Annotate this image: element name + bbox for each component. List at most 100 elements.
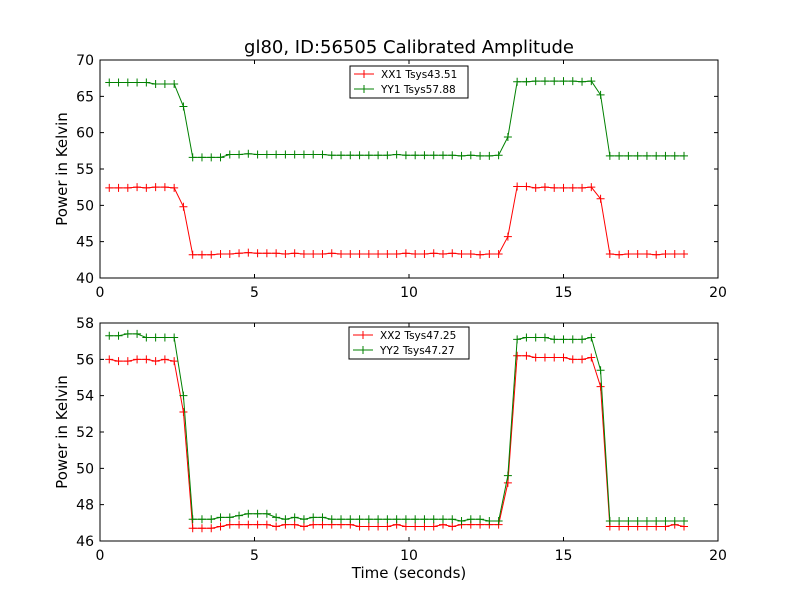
data-point-1-2-2 [114, 78, 123, 87]
y-tick-label-2-1: 46 [76, 534, 94, 550]
data-point-2-1-17 [253, 520, 262, 529]
data-point-2-1-23 [309, 520, 318, 529]
data-point-1-1-36 [429, 249, 438, 258]
data-point-1-1-62 [670, 250, 679, 259]
data-point-2-2-23 [309, 513, 318, 522]
data-point-1-1-46 [522, 182, 531, 191]
y-tick-label-1-2: 45 [76, 235, 94, 251]
data-point-1-1-35 [420, 250, 429, 259]
data-point-1-2-32 [392, 150, 401, 159]
data-point-2-2-30 [374, 515, 383, 524]
data-point-1-2-42 [485, 151, 494, 160]
data-point-1-2-6 [151, 79, 160, 88]
data-point-2-2-63 [680, 517, 689, 526]
data-point-1-2-45 [513, 77, 522, 86]
y-tick-label-1-3: 50 [76, 198, 94, 214]
data-point-2-2-1 [105, 331, 114, 340]
data-point-1-2-37 [438, 151, 447, 160]
data-point-1-1-55 [605, 250, 614, 259]
y-tick-label-1-6: 65 [76, 89, 94, 105]
data-point-2-2-46 [522, 333, 531, 342]
data-point-2-1-5 [142, 355, 151, 364]
data-point-1-1-45 [513, 182, 522, 191]
data-point-2-2-9 [179, 391, 188, 400]
data-point-2-2-20 [281, 515, 290, 524]
y-tick-label-1-5: 60 [76, 126, 94, 142]
data-point-2-1-48 [540, 353, 549, 362]
data-point-2-1-11 [197, 524, 206, 533]
data-point-2-1-10 [188, 524, 197, 533]
x-tick-label-1-4: 15 [555, 285, 573, 301]
y-tick-label-1-7: 70 [76, 53, 94, 69]
legend-2: XX2 Tsys47.25 YY2 Tsys47.27 [348, 326, 470, 360]
data-point-2-1-53 [587, 353, 596, 362]
data-point-1-2-16 [244, 149, 253, 158]
data-point-1-2-34 [411, 151, 420, 160]
data-point-1-1-53 [587, 183, 596, 192]
data-point-1-1-2 [114, 183, 123, 192]
data-point-1-1-49 [550, 183, 559, 192]
data-point-2-1-44 [503, 478, 512, 487]
data-point-2-2-36 [429, 515, 438, 524]
data-point-2-2-52 [578, 335, 587, 344]
data-point-1-1-5 [142, 183, 151, 192]
data-point-2-1-36 [429, 522, 438, 531]
y-tick-label-2-2: 48 [76, 498, 94, 514]
x-tick-label-2-5: 20 [709, 548, 727, 564]
data-point-2-2-59 [642, 517, 651, 526]
y-tick-label-2-4: 52 [76, 425, 94, 441]
y-tick-label-1-1: 40 [76, 271, 94, 287]
data-point-2-2-31 [383, 515, 392, 524]
data-point-1-2-11 [197, 153, 206, 162]
data-point-1-2-36 [429, 151, 438, 160]
data-point-1-1-13 [216, 250, 225, 259]
data-point-1-2-10 [188, 153, 197, 162]
data-point-2-2-56 [615, 517, 624, 526]
data-point-2-1-51 [568, 355, 577, 364]
data-point-1-2-60 [652, 151, 661, 160]
data-point-1-2-13 [216, 153, 225, 162]
data-point-1-2-24 [318, 150, 327, 159]
data-point-2-2-22 [299, 515, 308, 524]
data-point-2-2-47 [531, 333, 540, 342]
data-point-1-2-22 [299, 150, 308, 159]
data-point-1-1-57 [624, 250, 633, 259]
data-point-2-1-9 [179, 408, 188, 417]
data-point-1-2-25 [327, 151, 336, 160]
data-point-1-2-58 [633, 151, 642, 160]
x-tick-label-1-1: 0 [96, 285, 105, 301]
data-point-2-2-45 [513, 335, 522, 344]
data-point-1-2-41 [476, 151, 485, 160]
data-point-1-2-43 [494, 151, 503, 160]
data-point-2-2-43 [494, 517, 503, 526]
y-axis-label-1: Power in Kelvin [53, 112, 71, 226]
data-point-2-2-26 [337, 515, 346, 524]
data-point-1-2-7 [160, 79, 169, 88]
data-point-1-1-42 [485, 250, 494, 259]
data-point-1-1-6 [151, 183, 160, 192]
data-point-1-1-59 [642, 250, 651, 259]
data-point-1-1-23 [309, 250, 318, 259]
x-tick-label-1-3: 10 [400, 285, 418, 301]
data-point-2-1-12 [207, 524, 216, 533]
data-point-1-1-22 [299, 250, 308, 259]
legend-label-1-2: YY1 Tsys57.88 [380, 84, 456, 96]
data-point-2-2-21 [290, 513, 299, 522]
data-point-1-1-9 [179, 202, 188, 211]
data-point-1-2-1 [105, 78, 114, 87]
data-point-1-1-31 [383, 250, 392, 259]
data-point-1-2-55 [605, 151, 614, 160]
data-point-1-1-28 [355, 250, 364, 259]
data-point-1-1-3 [123, 183, 132, 192]
data-point-2-2-6 [151, 333, 160, 342]
data-point-1-2-59 [642, 151, 651, 160]
data-point-2-2-33 [401, 515, 410, 524]
data-point-2-2-27 [346, 515, 355, 524]
data-point-2-2-50 [559, 335, 568, 344]
data-point-1-1-47 [531, 183, 540, 192]
data-point-1-1-29 [364, 250, 373, 259]
data-point-2-2-54 [596, 366, 605, 375]
data-point-1-1-37 [438, 250, 447, 259]
data-point-1-2-52 [578, 77, 587, 86]
